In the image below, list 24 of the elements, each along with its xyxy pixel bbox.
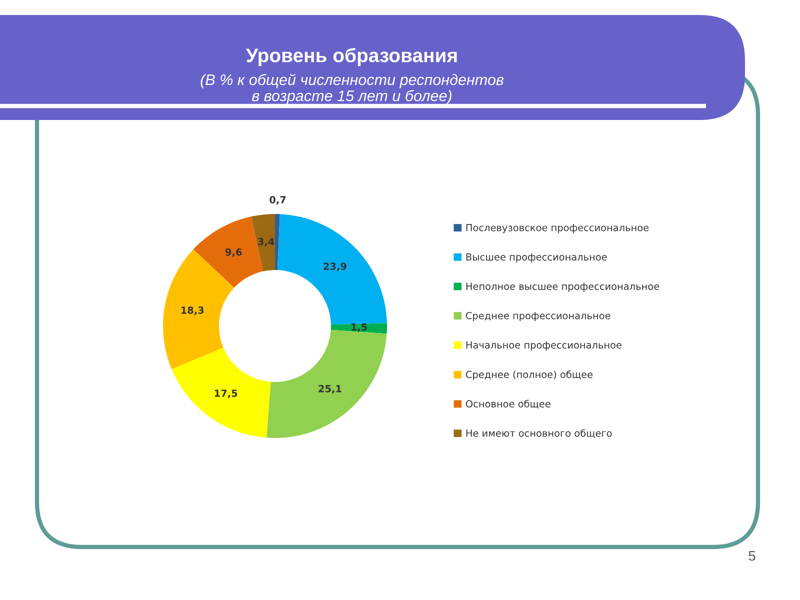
legend-label: Не имеют основного общего — [466, 429, 612, 438]
legend-label: Среднее профессиональное — [466, 312, 610, 322]
chart-title: Уровень образования — [246, 48, 457, 66]
data-label: 1,5 — [351, 323, 367, 332]
data-label: 3,4 — [258, 238, 274, 247]
legend-label: Послевузовское профессиональное — [466, 224, 649, 234]
chart-subtitle: (В % к общей численности респондентов в возрасте 15 лет и более) — [200, 74, 504, 104]
donut-slice — [172, 348, 271, 438]
data-label: 18,3 — [181, 306, 204, 316]
legend-label: Среднее (полное) общее — [466, 370, 593, 380]
legend-label: Основное общее — [466, 400, 550, 409]
legend-label: Высшее профессиональное — [466, 253, 607, 262]
donut-slice — [275, 214, 280, 270]
donut-slice — [330, 323, 387, 334]
donut-slice — [277, 214, 387, 325]
legend-label: Неполное высшее профессиональное — [466, 282, 660, 292]
data-label: 17,5 — [214, 390, 238, 398]
legend-label: Начальное профессиональное — [466, 341, 622, 351]
data-label: 25,1 — [318, 384, 342, 394]
data-label: 9,6 — [226, 248, 242, 257]
data-label: 0,7 — [270, 196, 286, 205]
text: 5 — [748, 551, 756, 561]
data-label: 23,9 — [324, 262, 346, 272]
donut-slice — [251, 214, 275, 272]
